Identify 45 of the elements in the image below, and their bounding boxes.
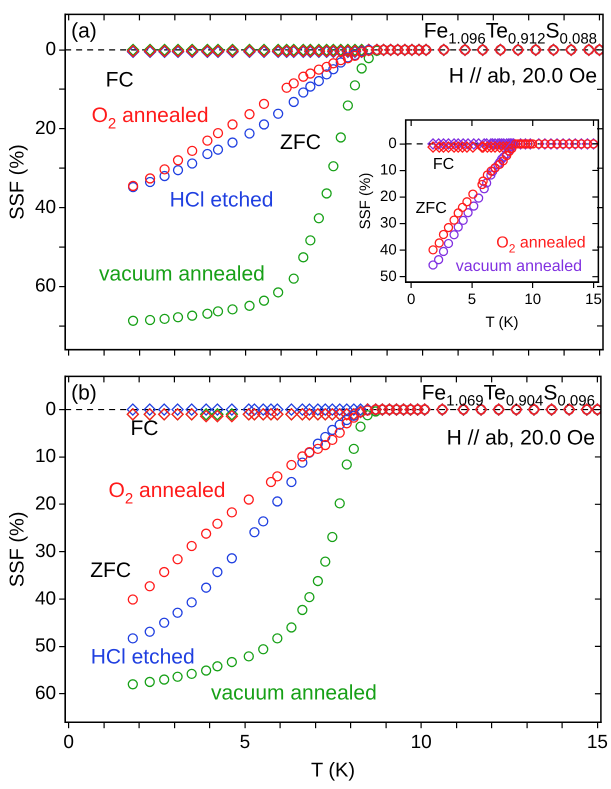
y-tick-label: 10	[380, 162, 397, 179]
y-tick-label: 20	[380, 188, 397, 206]
x-tick-label: 15	[586, 732, 608, 753]
y-tick-label: 60	[34, 683, 56, 704]
x-axis-title: T (K)	[485, 314, 519, 332]
annotation: (a)	[71, 19, 97, 42]
y-tick-label: 40	[380, 241, 397, 258]
y-tick-label: 0	[46, 398, 56, 420]
y-tick-label: 20	[34, 494, 56, 515]
y-tick-label: 60	[34, 276, 56, 297]
series-label: HCl etched	[170, 188, 274, 212]
annotation: FC	[106, 68, 134, 92]
y-tick-label: 30	[380, 214, 397, 232]
y-tick-label: 30	[34, 540, 56, 562]
x-axis-title: T (K)	[310, 760, 356, 782]
annotation: ZFC	[416, 200, 447, 218]
annotation: H // ab, 20.0 Oe	[446, 426, 595, 450]
series-label: HCl etched	[90, 645, 195, 668]
annotation: (b)	[71, 381, 97, 404]
y-axis-title: SSF (%)	[357, 172, 374, 230]
y-axis-title: SSF (%)	[6, 144, 29, 220]
x-tick-label: 5	[468, 291, 476, 308]
y-tick-label: 20	[34, 118, 56, 139]
x-tick-label: 15	[585, 291, 602, 308]
annotation: H // ab, 20.0 Oe	[448, 64, 598, 88]
series-label: vacuum annealed	[211, 681, 377, 704]
x-tick-label: 10	[410, 732, 432, 753]
y-tick-label: 40	[34, 588, 56, 610]
x-tick-label: 10	[524, 291, 542, 308]
y-tick-label: 40	[34, 196, 56, 218]
y-tick-label: 10	[34, 446, 56, 468]
annotation: FC	[130, 417, 158, 440]
annotation: ZFC	[280, 130, 321, 154]
y-axis-title: SSF (%)	[6, 512, 29, 588]
y-tick-label: 50	[34, 636, 56, 657]
series-label: vacuum annealed	[456, 258, 582, 275]
x-tick-label: 0	[406, 291, 416, 308]
x-tick-label: 5	[240, 732, 250, 753]
y-tick-label: 0	[46, 39, 56, 60]
x-tick-label: 0	[63, 732, 74, 753]
annotation: FC	[432, 156, 454, 173]
series-label: vacuum annealed	[99, 262, 265, 286]
y-tick-label: 0	[388, 135, 397, 152]
annotation: ZFC	[90, 558, 132, 582]
y-tick-label: 50	[380, 268, 397, 285]
